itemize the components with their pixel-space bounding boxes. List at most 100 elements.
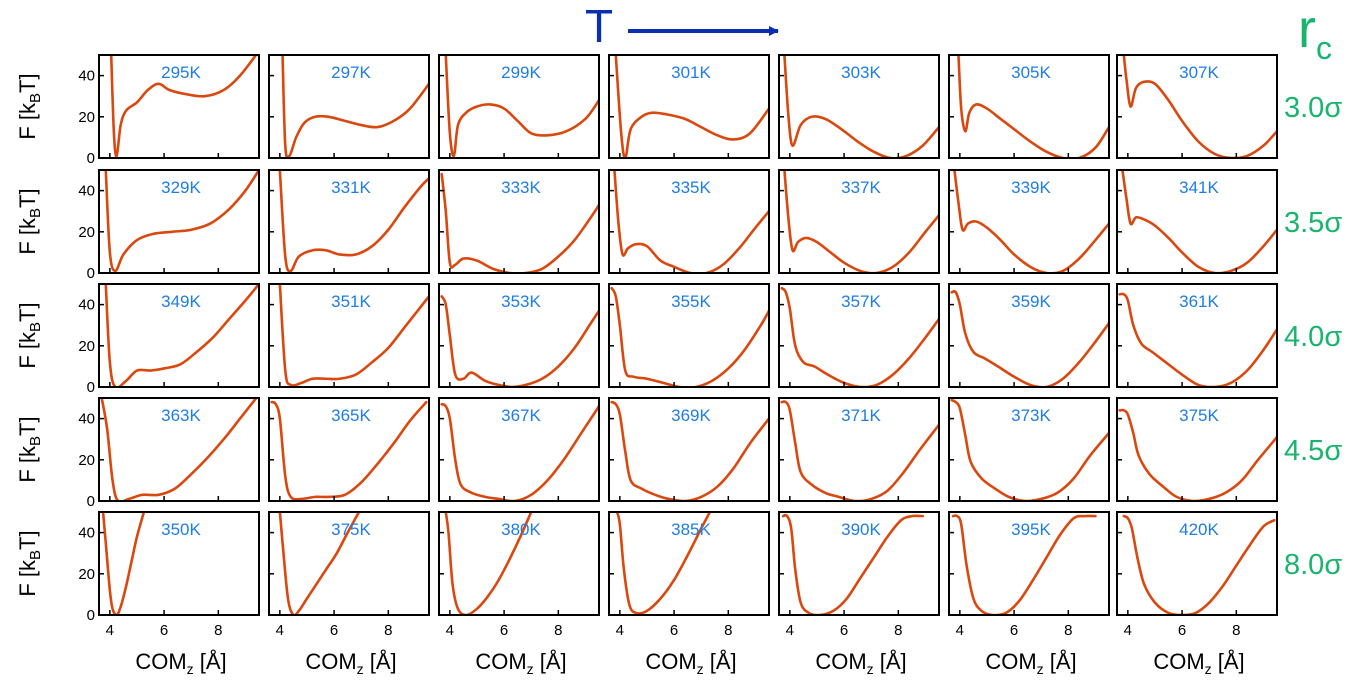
y-tick-label: 20 [78, 338, 95, 355]
free-energy-curve [610, 400, 769, 501]
panel-frame [778, 511, 940, 616]
panel: 363K 0 20 40 [78, 397, 260, 510]
temperature-label: 331K [331, 178, 371, 197]
panel-frame [778, 54, 940, 159]
panel-frame [608, 511, 770, 616]
x-tick-label: 4 [956, 622, 964, 639]
panel-frame [778, 283, 940, 388]
temperature-label: 305K [1011, 63, 1051, 82]
free-energy-curve [780, 400, 939, 501]
temperature-label: 373K [1011, 406, 1051, 425]
panel-frame [948, 169, 1110, 274]
panel-frame [608, 54, 770, 159]
temperature-label: 349K [161, 292, 201, 311]
free-energy-curve [953, 170, 1109, 273]
panel-frame [1116, 283, 1278, 388]
rc-header: rc [1298, 0, 1332, 66]
y-tick-label: 20 [78, 452, 95, 469]
temperature-label: 333K [501, 178, 541, 197]
y-axis-label: F [kBT] [15, 73, 44, 139]
y-tick-label: 40 [78, 297, 95, 314]
panel-frame [438, 511, 600, 616]
y-axis-label: F [kBT] [15, 530, 44, 596]
free-energy-curve [444, 512, 533, 615]
x-tick-label: 8 [214, 622, 222, 639]
panel-frame [1116, 54, 1278, 159]
temperature-label: 303K [841, 63, 881, 82]
free-energy-curve [101, 512, 146, 615]
x-tick-label: 6 [1010, 622, 1018, 639]
free-energy-curve [780, 286, 939, 387]
rc-value-label: 4.0σ [1284, 321, 1342, 353]
panel: 299K [438, 54, 600, 159]
temperature-label: 375K [1179, 406, 1219, 425]
panel-frame [268, 283, 430, 388]
free-energy-curve [1118, 292, 1277, 387]
panel-frame [98, 54, 260, 159]
panel-frame [98, 511, 260, 616]
panel: 333K [438, 169, 600, 274]
temperature-label: 367K [501, 406, 541, 425]
y-tick-label: 40 [78, 68, 95, 85]
temperature-label: 380K [501, 520, 541, 539]
free-energy-curve [951, 514, 1097, 615]
x-tick-label: 4 [106, 622, 114, 639]
temperature-label: 351K [331, 292, 371, 311]
panel: 390K 4 6 8 COMz [Å] [778, 511, 940, 677]
panel-frame [98, 397, 260, 502]
temperature-label: 371K [841, 406, 881, 425]
free-energy-curve [440, 402, 599, 501]
x-tick-label: 4 [616, 622, 624, 639]
panel: 349K 0 20 40 [78, 283, 260, 396]
x-tick-label: 8 [384, 622, 392, 639]
rc-value-label: 3.5σ [1284, 207, 1342, 239]
y-tick-label: 20 [78, 109, 95, 126]
free-energy-curve [615, 512, 712, 615]
temperature-label: 297K [331, 63, 371, 82]
panel: 385K 4 6 8 COMz [Å] [608, 511, 770, 677]
panel-frame [268, 54, 430, 159]
free-energy-curve [950, 290, 1109, 387]
panel-frame [948, 54, 1110, 159]
panel: 371K [778, 397, 940, 502]
panel: 303K [778, 54, 940, 159]
panel: 335K [608, 169, 770, 274]
x-tick-label: 8 [1064, 622, 1072, 639]
panel-frame [1116, 397, 1278, 502]
x-tick-label: 4 [786, 622, 794, 639]
free-energy-curve [783, 55, 939, 158]
panel-frame [608, 283, 770, 388]
panel-frame [778, 397, 940, 502]
panel: 353K [438, 283, 600, 388]
rc-symbol: r [1298, 0, 1316, 59]
panel-frame [948, 397, 1110, 502]
temperature-label: 341K [1179, 178, 1219, 197]
free-energy-curve [1118, 408, 1277, 501]
rc-value-label: 4.5σ [1284, 435, 1342, 467]
free-energy-curve [104, 170, 259, 273]
free-energy-curve [440, 172, 599, 273]
free-energy-curve [957, 55, 1109, 158]
free-energy-curve [278, 284, 429, 387]
panel: 367K [438, 397, 600, 502]
panel: 337K [778, 169, 940, 274]
rc-value-label: 8.0σ [1284, 549, 1342, 581]
panel-frame [438, 397, 600, 502]
temperature-label: 295K [161, 63, 201, 82]
x-tick-label: 6 [1178, 622, 1186, 639]
free-energy-curve [783, 170, 939, 273]
free-energy-curve [950, 398, 1109, 501]
panel: 420K 4 6 8 COMz [Å] [1116, 511, 1278, 677]
y-tick-label: 0 [87, 150, 95, 167]
y-tick-label: 40 [78, 525, 95, 542]
y-tick-label: 0 [87, 493, 95, 510]
panel-frame [778, 169, 940, 274]
panel-frame [948, 283, 1110, 388]
x-tick-label: 8 [894, 622, 902, 639]
temperature-label: 307K [1179, 63, 1219, 82]
y-tick-label: 40 [78, 183, 95, 200]
panel: 365K [268, 397, 430, 502]
y-tick-label: 0 [87, 379, 95, 396]
